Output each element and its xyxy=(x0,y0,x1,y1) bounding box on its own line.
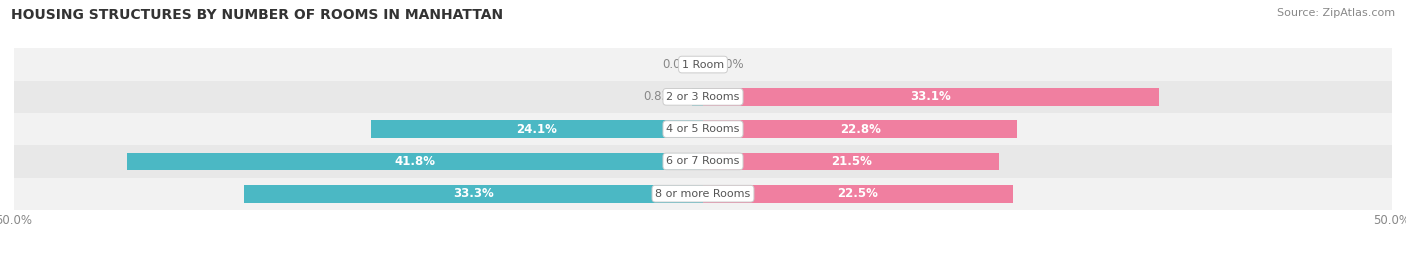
Text: 33.1%: 33.1% xyxy=(911,90,952,103)
Text: 22.8%: 22.8% xyxy=(839,123,880,136)
Bar xyxy=(692,88,703,106)
Bar xyxy=(14,81,1392,113)
Text: 21.5%: 21.5% xyxy=(831,155,872,168)
Text: 0.0%: 0.0% xyxy=(714,58,744,71)
Text: 0.0%: 0.0% xyxy=(662,58,692,71)
Bar xyxy=(703,120,1017,138)
Text: 33.3%: 33.3% xyxy=(453,187,494,200)
Text: 6 or 7 Rooms: 6 or 7 Rooms xyxy=(666,156,740,167)
Text: HOUSING STRUCTURES BY NUMBER OF ROOMS IN MANHATTAN: HOUSING STRUCTURES BY NUMBER OF ROOMS IN… xyxy=(11,8,503,22)
Bar xyxy=(14,178,1392,210)
Text: 8 or more Rooms: 8 or more Rooms xyxy=(655,189,751,199)
Bar xyxy=(703,185,1012,203)
Text: 22.5%: 22.5% xyxy=(838,187,879,200)
Text: 1 Room: 1 Room xyxy=(682,59,724,70)
Text: 24.1%: 24.1% xyxy=(516,123,557,136)
Bar xyxy=(703,153,1000,170)
Bar xyxy=(245,185,703,203)
Text: 41.8%: 41.8% xyxy=(395,155,436,168)
Text: Source: ZipAtlas.com: Source: ZipAtlas.com xyxy=(1277,8,1395,18)
Text: 4 or 5 Rooms: 4 or 5 Rooms xyxy=(666,124,740,134)
Bar xyxy=(127,153,703,170)
Bar xyxy=(703,88,1159,106)
Text: 2 or 3 Rooms: 2 or 3 Rooms xyxy=(666,92,740,102)
Bar xyxy=(14,113,1392,145)
Text: 0.83%: 0.83% xyxy=(644,90,681,103)
Legend: Owner-occupied, Renter-occupied: Owner-occupied, Renter-occupied xyxy=(565,264,841,269)
Bar xyxy=(371,120,703,138)
Bar xyxy=(14,48,1392,81)
Bar xyxy=(14,145,1392,178)
